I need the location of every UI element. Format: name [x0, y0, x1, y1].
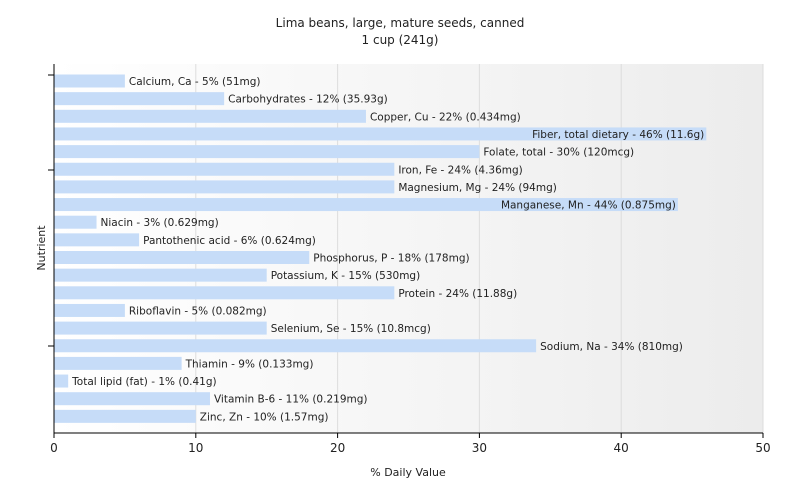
bar — [54, 339, 537, 353]
bar — [54, 409, 196, 423]
bar-label: Copper, Cu - 22% (0.434mg) — [370, 111, 521, 123]
x-tick-label: 40 — [614, 441, 629, 455]
gridlines — [195, 64, 764, 433]
bar-label: Pantothenic acid - 6% (0.624mg) — [143, 235, 316, 247]
bar-label: Thiamin - 9% (0.133mg) — [185, 358, 314, 370]
bar-label: Niacin - 3% (0.629mg) — [101, 217, 219, 229]
bar-label: Fiber, total dietary - 46% (11.6g) — [532, 129, 704, 141]
bar — [54, 233, 140, 247]
bar-label: Zinc, Zn - 10% (1.57mg) — [200, 411, 329, 423]
bar — [54, 109, 366, 123]
bar-label: Protein - 24% (11.88g) — [398, 288, 517, 300]
bar — [54, 127, 707, 141]
bar-label: Calcium, Ca - 5% (51mg) — [129, 76, 261, 88]
x-tick-label: 30 — [472, 441, 487, 455]
bar-label: Folate, total - 30% (120mcg) — [483, 147, 634, 159]
x-tick-label: 20 — [330, 441, 345, 455]
x-tick-label: 10 — [188, 441, 203, 455]
bar — [54, 374, 69, 388]
axes — [48, 64, 763, 434]
x-ticks: 0 10 20 30 40 50 — [50, 433, 771, 455]
bars — [54, 74, 707, 423]
bar-label: Magnesium, Mg - 24% (94mg) — [398, 182, 557, 194]
chart-title: Lima beans, large, mature seeds, canned — [276, 16, 525, 30]
bar-label: Phosphorus, P - 18% (178mg) — [313, 253, 469, 265]
bar — [54, 162, 395, 176]
bar — [54, 303, 125, 317]
bar-label: Total lipid (fat) - 1% (0.41g) — [71, 376, 216, 388]
bar — [54, 92, 225, 106]
bar — [54, 268, 267, 282]
bar-label: Manganese, Mn - 44% (0.875mg) — [501, 200, 676, 212]
chart-subtitle: 1 cup (241g) — [362, 33, 439, 47]
x-tick-label: 50 — [755, 441, 770, 455]
bar-label: Iron, Fe - 24% (4.36mg) — [398, 164, 522, 176]
bar — [54, 198, 678, 212]
bar — [54, 286, 395, 300]
bar-label: Potassium, K - 15% (530mg) — [271, 270, 421, 282]
bar — [54, 74, 125, 88]
bar — [54, 180, 395, 194]
bar-label: Sodium, Na - 34% (810mg) — [540, 341, 683, 353]
bar — [54, 251, 310, 264]
plot-background — [54, 64, 763, 433]
x-axis-label: % Daily Value — [370, 466, 446, 479]
bar-label: Carbohydrates - 12% (35.93g) — [228, 94, 388, 106]
bar — [54, 356, 182, 370]
bar-label: Vitamin B-6 - 11% (0.219mg) — [214, 394, 368, 406]
bar-labels: Calcium, Ca - 5% (51mg) Carbohydrates - 1… — [71, 76, 704, 423]
bar-label: Riboflavin - 5% (0.082mg) — [129, 305, 267, 317]
y-axis-label: Nutrient — [35, 225, 48, 271]
bar — [54, 145, 480, 159]
bar — [54, 215, 97, 229]
bar — [54, 321, 267, 335]
bar — [54, 392, 210, 406]
bar-label: Selenium, Se - 15% (10.8mcg) — [271, 323, 431, 335]
x-tick-label: 0 — [50, 441, 58, 455]
